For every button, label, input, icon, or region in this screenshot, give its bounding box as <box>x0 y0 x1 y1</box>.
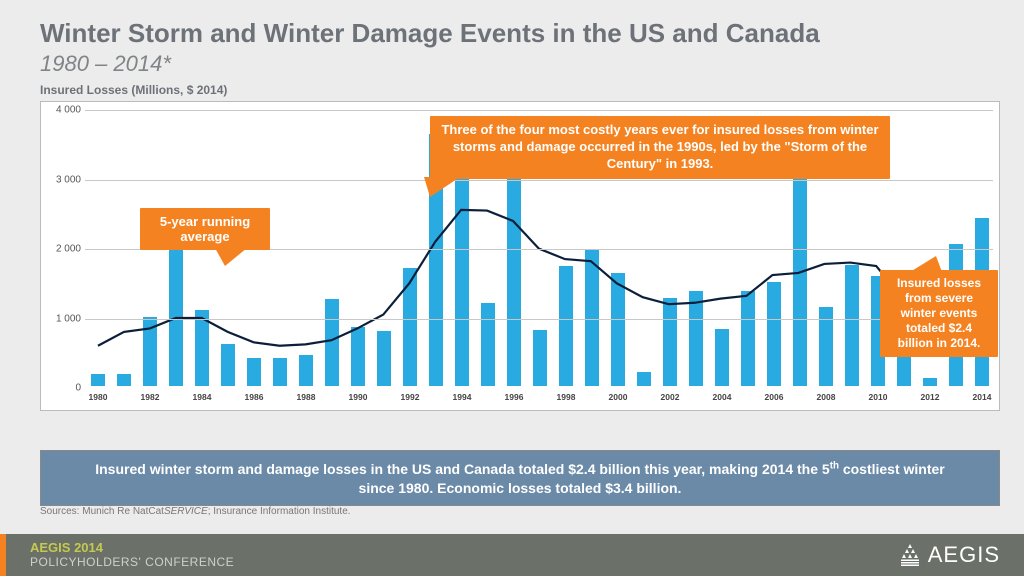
xtick: 1994 <box>453 392 472 402</box>
xtick: 1992 <box>401 392 420 402</box>
xtick: 2010 <box>869 392 888 402</box>
xtick: 2006 <box>765 392 784 402</box>
xtick: 2012 <box>921 392 940 402</box>
ytick: 0 <box>43 383 81 394</box>
ytick: 3 000 <box>43 174 81 185</box>
sources-prefix: Sources: Munich Re NatCat <box>40 506 164 517</box>
footer: AEGIS 2014 POLICYHOLDERS' CONFERENCE AEG… <box>0 534 1024 576</box>
aegis-logo-icon <box>898 543 922 567</box>
callout-right: Insured losses from severe winter events… <box>880 270 998 357</box>
footer-left: AEGIS 2014 POLICYHOLDERS' CONFERENCE <box>30 541 234 570</box>
xtick: 1984 <box>193 392 212 402</box>
page-title: Winter Storm and Winter Damage Events in… <box>40 18 1004 49</box>
xtick: 1986 <box>245 392 264 402</box>
ytick: 2 000 <box>43 244 81 255</box>
sources-text: Sources: Munich Re NatCatSERVICE; Insura… <box>40 506 351 517</box>
callout-arrow-icon <box>910 256 942 272</box>
sources-suffix: ; Insurance Information Institute. <box>208 506 351 517</box>
callout-text: 5-year running average <box>160 214 250 244</box>
xtick: 2002 <box>661 392 680 402</box>
xtick: 1998 <box>557 392 576 402</box>
xtick: 1982 <box>141 392 160 402</box>
subtitle: 1980 – 2014* <box>40 51 1004 77</box>
footer-line1: AEGIS 2014 <box>30 541 234 556</box>
callout-text: Three of the four most costly years ever… <box>441 122 878 171</box>
xtick: 1988 <box>297 392 316 402</box>
slide: Winter Storm and Winter Damage Events in… <box>0 0 1024 576</box>
callout-text: Insured losses from severe winter events… <box>897 276 981 350</box>
callout-top: Three of the four most costly years ever… <box>430 116 890 179</box>
summary-bar: Insured winter storm and damage losses i… <box>40 450 1000 506</box>
callout-running-avg: 5-year running average <box>140 208 270 250</box>
xtick: 1990 <box>349 392 368 402</box>
xtick: 1996 <box>505 392 524 402</box>
xtick: 2014 <box>973 392 992 402</box>
footer-line2: POLICYHOLDERS' CONFERENCE <box>30 556 234 570</box>
summary-text: Insured winter storm and damage losses i… <box>95 461 945 496</box>
xtick: 2000 <box>609 392 628 402</box>
xtick: 2008 <box>817 392 836 402</box>
callout-arrow-icon <box>424 177 460 197</box>
xtick: 2004 <box>713 392 732 402</box>
xtick: 1980 <box>89 392 108 402</box>
y-axis-label: Insured Losses (Millions, $ 2014) <box>40 83 1004 97</box>
callout-arrow-icon <box>215 248 247 266</box>
ytick: 4 000 <box>43 105 81 116</box>
logo-text: AEGIS <box>928 542 1000 568</box>
ytick: 1 000 <box>43 313 81 324</box>
sources-em: SERVICE <box>164 506 208 517</box>
footer-logo: AEGIS <box>898 542 1000 568</box>
